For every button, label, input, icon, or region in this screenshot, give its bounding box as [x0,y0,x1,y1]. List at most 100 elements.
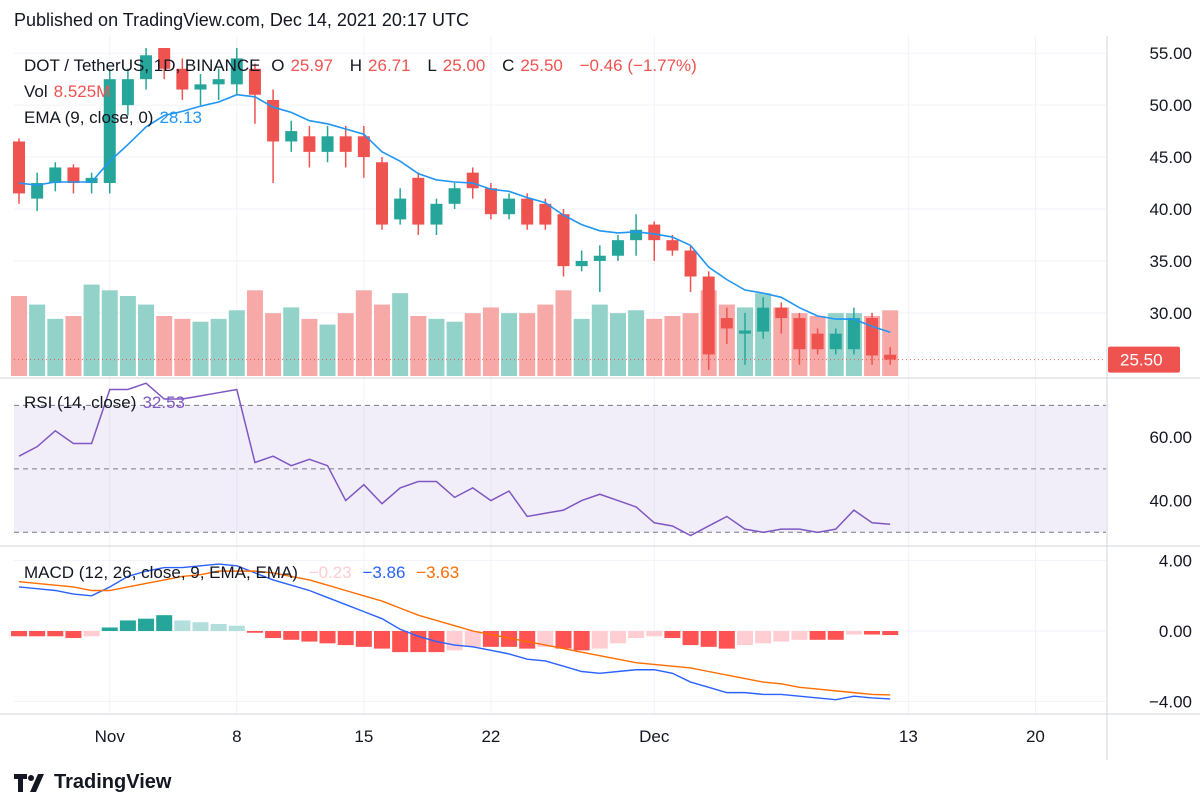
macd-histogram-bar [555,631,572,649]
macd-histogram-bar [301,631,318,642]
volume-bar [11,296,27,376]
symbol-label[interactable]: DOT / TetherUS, 1D, BINANCE [24,56,261,75]
x-tick-label: Dec [639,727,670,746]
candle-body [321,136,334,152]
volume-bar [573,318,590,376]
tradingview-logo[interactable]: TradingView [14,771,171,794]
macd-histogram-bar [65,631,82,639]
macd-histogram-bar [464,631,481,647]
macd-pane [11,563,899,701]
candle-body [757,307,770,332]
candle-body [448,188,461,204]
volume-bar [773,307,790,376]
macd-histogram-bar [827,631,844,640]
volume-bar [301,318,318,376]
macd-histogram-bar [410,631,427,653]
volume-bar [355,290,372,376]
axes: Nov 8 15 22 Dec 13 20 55.00 50.00 45.00 40.00 35.00… [0,36,1200,760]
volume-bar [210,318,227,376]
macd-histogram-bar [374,631,390,649]
macd-histogram-bar [700,631,717,647]
macd-histogram-bar [210,623,227,631]
volume-legend: Vol 8.525M [24,82,116,102]
volume-bar [591,304,608,376]
volume-bar [501,313,518,376]
macd-legend: MACD (12, 26, close, 9, EMA, EMA) −0.23 … [24,563,465,583]
candle-body [539,203,552,225]
macd-histogram-bar [138,618,155,631]
candle-body [412,177,425,225]
volume-bar [283,307,300,376]
x-tick-label: 22 [481,727,500,746]
macd-signal-line [18,570,891,696]
volume-bar [174,318,191,376]
candle-body [158,48,171,69]
volume-bar [119,296,136,376]
macd-label[interactable]: MACD (12, 26, close, 9, EMA, EMA) [24,563,298,582]
macd-histogram-bar [319,631,336,644]
volume-bar [519,313,536,376]
ema-label[interactable]: EMA (9, close, 0) [24,108,154,127]
candle-body [793,318,806,350]
price-tick-label: 30.00 [1149,304,1192,323]
candle-body [720,318,733,329]
candle-body [248,68,261,95]
macd-histogram-bar [265,631,282,639]
volume-bar [138,304,155,376]
volume-bar [446,321,463,376]
volume-bar [482,307,499,376]
macd-histogram-bar [355,631,372,647]
change-value: −0.46 (−1.77%) [579,56,697,75]
candle-body [285,131,298,142]
candle-body [503,198,516,215]
ema-value: 28.13 [159,108,202,127]
volume-bar [47,318,64,376]
macd-histogram-bar [864,631,881,635]
rsi-label[interactable]: RSI (14, close) [24,393,137,412]
high-label: H [349,56,363,75]
volume-label[interactable]: Vol [24,82,48,101]
ema-legend: EMA (9, close, 0) 28.13 [24,108,208,128]
close-label: C [502,56,515,75]
macd-histogram-bar [101,627,118,631]
candle-body [49,167,62,184]
rsi-legend: RSI (14, close) 32.53 [24,393,191,413]
macd-histogram-bar [192,622,209,631]
candle-body [176,68,189,90]
candle-body [775,307,788,319]
published-caption: Published on TradingView.com, Dec 14, 20… [14,10,469,30]
price-legend: DOT / TetherUS, 1D, BINANCE O 25.97 H 26.7… [24,56,703,76]
volume-bar [337,313,354,376]
volume-bar [882,310,899,376]
macd-histogram-bar [646,631,663,637]
macd-histogram-bar [755,631,772,644]
macd-histogram-bar [283,631,300,640]
price-tick-label: 40.00 [1149,200,1192,219]
price-pane [11,48,1106,376]
candle-body [357,136,370,158]
volume-bar [319,324,336,376]
macd-histogram-bar [446,631,463,651]
macd-hist-value: −0.23 [308,563,352,582]
price-tick-label: 50.00 [1149,96,1192,115]
candle-body [85,177,98,184]
candle-body [847,318,860,350]
macd-histogram-bar [11,631,27,637]
macd-histogram-bar [791,631,808,640]
volume-bar [537,304,554,376]
macd-histogram-bar [664,631,681,639]
x-tick-label: 13 [899,727,918,746]
volume-bar [464,313,481,376]
macd-histogram-bar [246,631,263,633]
last-price-label: 25.50 [1120,351,1163,370]
candle-body [103,79,116,184]
macd-histogram-bar [156,615,173,631]
x-tick-label: 15 [354,727,373,746]
volume-bar [609,313,626,376]
volume-bar [83,284,100,376]
volume-bar [246,290,263,376]
volume-value: 8.525M [53,82,111,101]
x-tick-label: 8 [232,727,241,746]
candle-body [67,167,80,184]
